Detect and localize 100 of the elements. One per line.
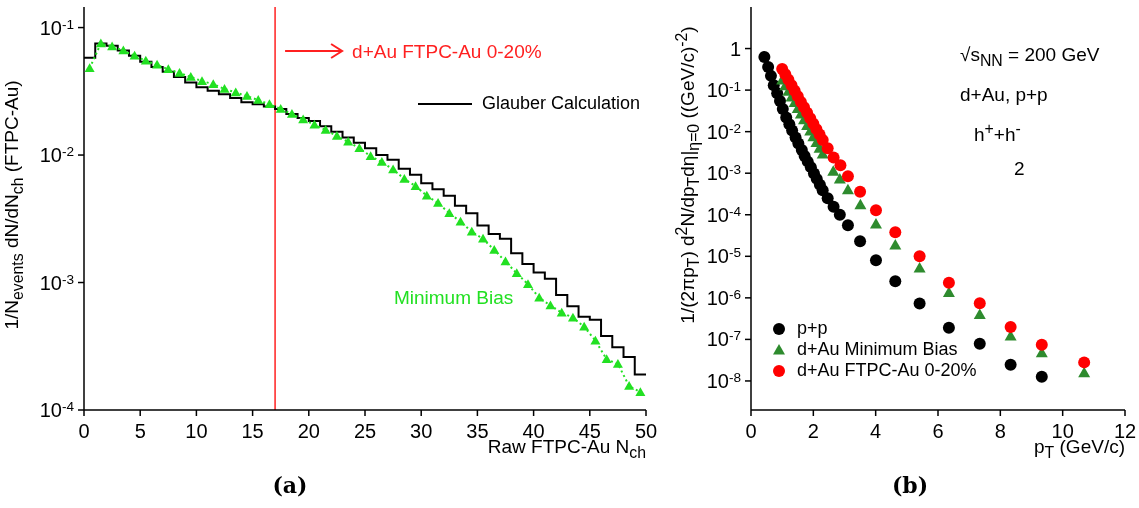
y-tick-label: 10$^{-4}$	[39, 398, 75, 421]
point	[511, 268, 522, 278]
point	[942, 276, 955, 289]
point	[107, 41, 118, 51]
point	[399, 173, 410, 183]
point	[152, 59, 163, 69]
point	[758, 50, 771, 63]
y-tick-label: 10$^{-7}$	[706, 328, 741, 351]
point	[834, 159, 847, 172]
y-tick-label: 10$^{-1}$	[706, 78, 741, 102]
point	[163, 64, 174, 74]
point	[764, 69, 777, 82]
point	[264, 99, 275, 109]
point	[388, 164, 399, 174]
ref-line-label: d+Au FTPC-Au 0-20%	[352, 41, 542, 62]
legend-label: d+Au Minimum Bias	[797, 339, 958, 360]
point	[185, 71, 196, 81]
point	[1004, 358, 1017, 371]
point	[973, 297, 986, 310]
point	[455, 216, 466, 226]
point	[827, 151, 840, 164]
point	[841, 219, 854, 232]
point	[331, 131, 342, 140]
point	[889, 239, 902, 250]
series-label: Minimum Bias	[393, 286, 514, 308]
point	[444, 208, 455, 217]
y-tick-label: 10$^{-3}$	[706, 161, 741, 185]
y-tick-label: 10$^{-1}$	[39, 16, 74, 39]
point	[833, 172, 846, 184]
point	[478, 233, 489, 243]
point	[230, 87, 241, 97]
point	[567, 312, 578, 322]
point	[821, 142, 834, 155]
annotation: d+Au, p+p	[960, 82, 1049, 107]
annotation: 2	[1013, 157, 1026, 182]
x-tick-label: 50	[634, 420, 658, 442]
y-tick-label: 10$^{-5}$	[706, 245, 741, 268]
point	[889, 226, 902, 239]
y-tick-label: 10$^{-6}$	[706, 286, 741, 309]
point	[601, 354, 612, 364]
x-tick-label: 10	[185, 420, 208, 442]
y-tick-label: 10$^{-2}$	[706, 120, 741, 143]
point	[869, 204, 882, 217]
point	[365, 151, 376, 160]
point	[320, 125, 331, 134]
point	[343, 136, 354, 146]
point	[854, 235, 867, 248]
x-tick-label: 6	[932, 420, 944, 442]
text: (a)	[271, 472, 309, 498]
y-tick-label: 10$^{-8}$	[706, 369, 741, 392]
x-tick-label: 0	[745, 420, 757, 442]
point	[942, 321, 955, 334]
point	[841, 170, 854, 183]
legend-label: d+Au FTPC-Au 0-20%	[797, 360, 977, 381]
point	[118, 45, 129, 55]
point	[534, 292, 545, 302]
point	[208, 79, 219, 88]
point	[913, 250, 926, 263]
y-tick-label: 10$^{-2}$	[39, 143, 74, 167]
point	[140, 55, 151, 65]
x-tick-label: 2	[807, 420, 819, 442]
x-tick-label: 0	[78, 420, 90, 442]
point	[197, 76, 208, 85]
point	[612, 358, 623, 368]
legend-label: p+p	[797, 318, 828, 339]
point	[500, 256, 511, 266]
point	[590, 335, 601, 345]
y-tick-label: 10$^{-3}$	[39, 271, 74, 294]
point	[1035, 338, 1048, 351]
point	[973, 308, 986, 319]
point	[833, 208, 846, 221]
x-tick-label: 20	[297, 420, 320, 442]
point	[174, 68, 185, 77]
point	[433, 198, 444, 207]
x-tick-label: 35	[466, 420, 489, 442]
point	[913, 262, 926, 273]
point	[1004, 320, 1017, 333]
point	[354, 143, 365, 153]
annotation: √s$_{NN}$ = 200 GeV	[960, 43, 1100, 71]
point	[869, 254, 882, 267]
annotation: h$^{+}$+h$^{-}$	[973, 118, 1022, 148]
point	[556, 307, 567, 317]
point	[253, 95, 264, 104]
point	[84, 63, 95, 72]
point	[1035, 370, 1048, 383]
legend-label: Glauber Calculation	[481, 93, 640, 114]
point	[466, 226, 477, 236]
point	[973, 337, 986, 350]
point	[421, 190, 432, 200]
point	[635, 387, 646, 396]
point	[286, 108, 297, 118]
point	[95, 38, 106, 48]
point	[241, 91, 252, 100]
x-tick-label: 4	[870, 420, 882, 442]
point	[841, 183, 854, 195]
point	[913, 297, 926, 310]
point	[827, 200, 840, 213]
x-tick-label: 15	[241, 420, 264, 442]
x-tick-label: 25	[353, 420, 377, 442]
point	[827, 165, 840, 176]
